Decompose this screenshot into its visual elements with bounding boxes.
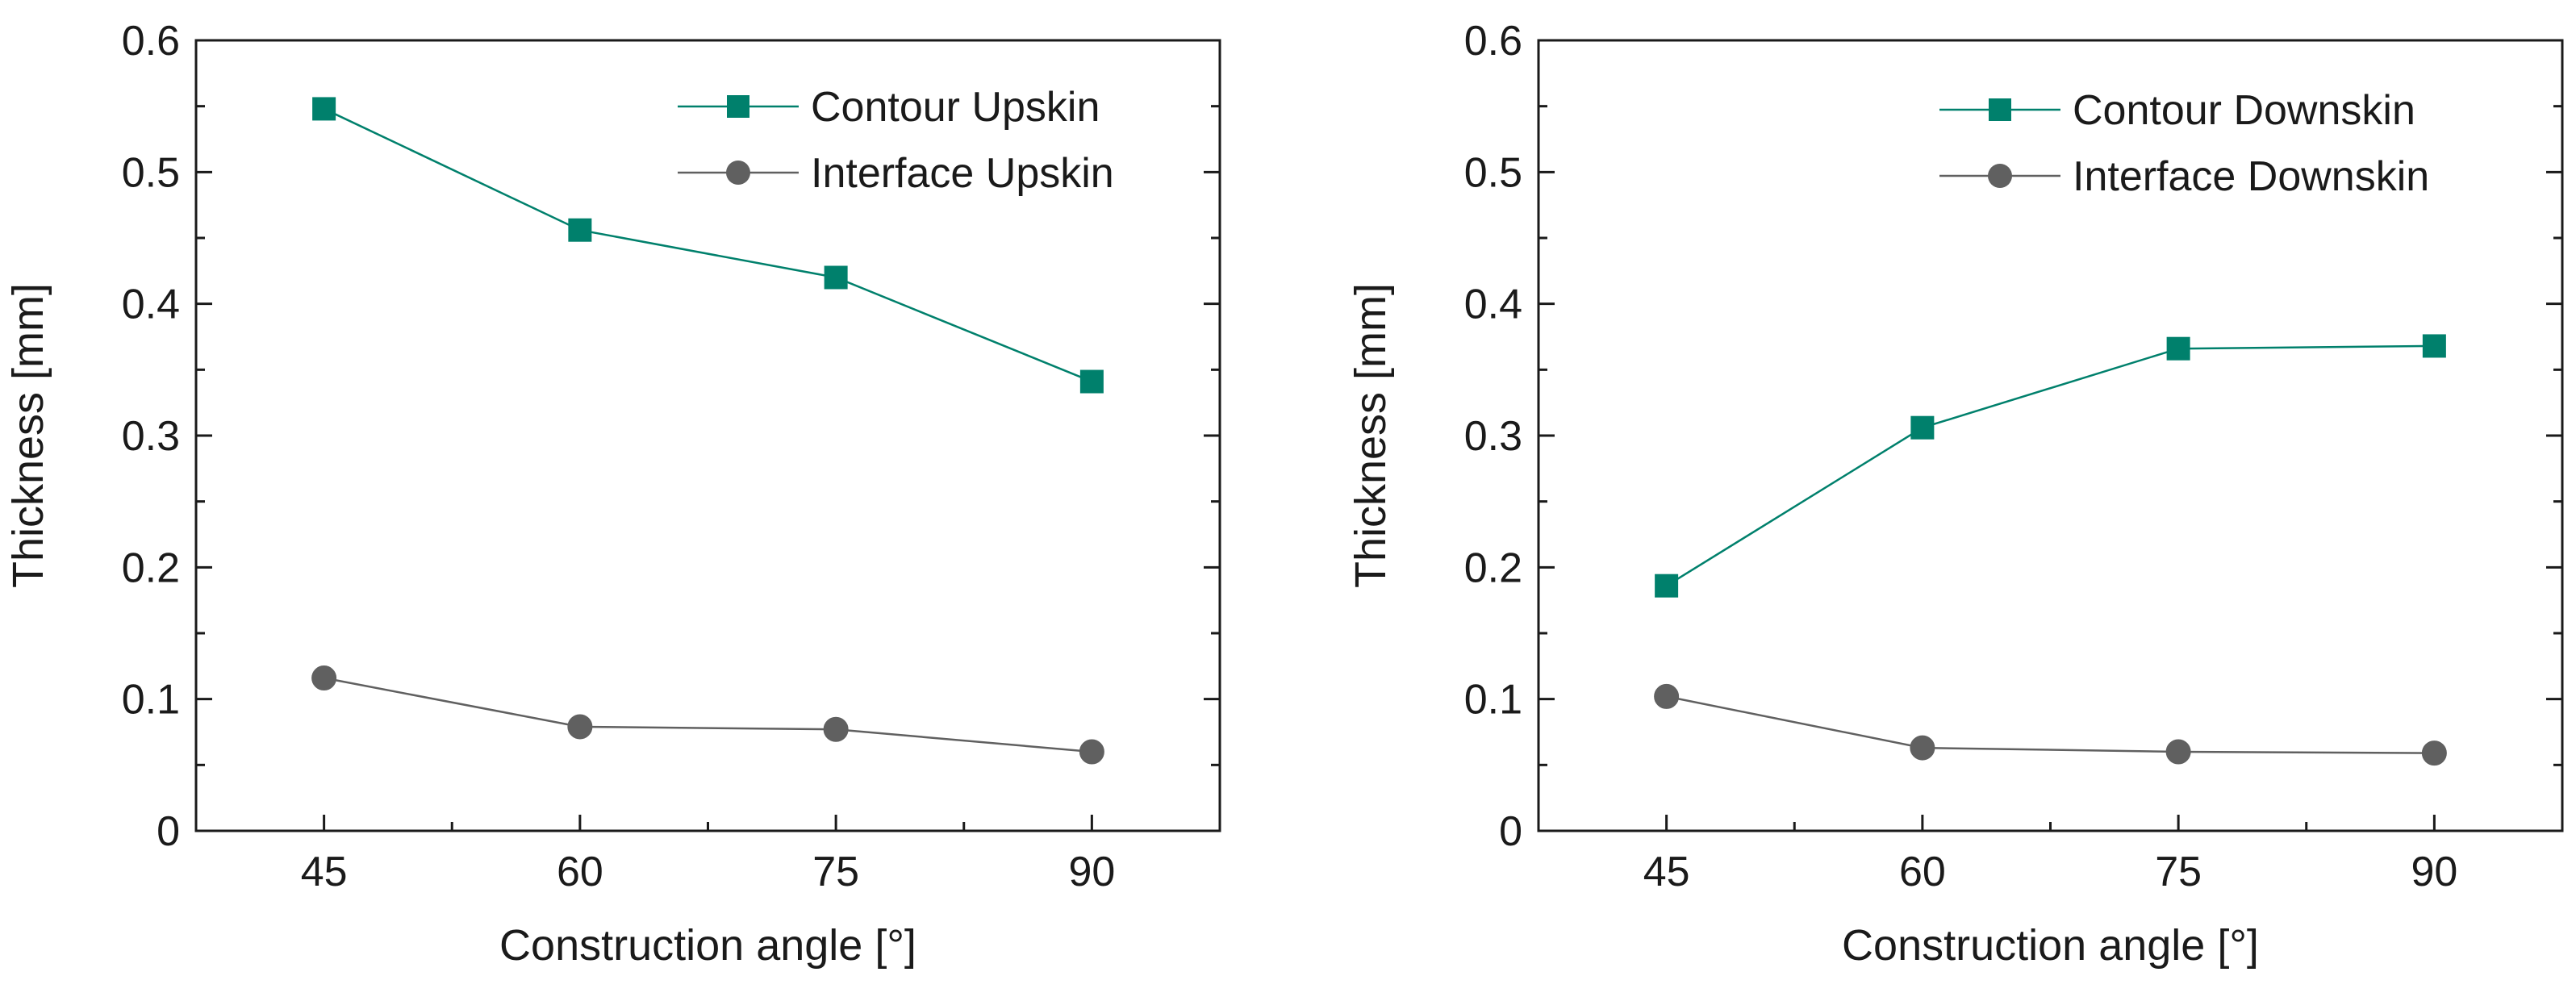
legend-marker-circle bbox=[1988, 164, 2012, 188]
legend-label: Contour Upskin bbox=[811, 84, 1100, 131]
data-point-square bbox=[824, 265, 848, 290]
y-tick-label: 0.3 bbox=[1464, 413, 1522, 460]
series-line-interface-downskin bbox=[1666, 695, 2435, 754]
data-point-square bbox=[2422, 334, 2446, 358]
legend-label: Interface Downskin bbox=[2073, 153, 2429, 200]
x-tick-label: 90 bbox=[2411, 849, 2457, 895]
data-point-circle bbox=[2421, 740, 2447, 766]
x-tick-label: 75 bbox=[812, 849, 859, 895]
y-tick-label: 0.5 bbox=[122, 149, 180, 196]
legend-marker-square bbox=[1989, 98, 2011, 121]
x-tick-label: 60 bbox=[1899, 849, 1946, 895]
y-tick-label: 0.4 bbox=[122, 282, 180, 328]
y-axis-title: Thickness [mm] bbox=[1346, 283, 1395, 588]
legend-entry-contour: Contour Upskin bbox=[678, 84, 1100, 131]
data-point-circle bbox=[823, 716, 849, 742]
legend: Contour Downskin Interface Downskin bbox=[1939, 87, 2429, 200]
x-tick-label: 45 bbox=[301, 849, 348, 895]
x-tick-label: 90 bbox=[1068, 849, 1115, 895]
data-point-circle bbox=[2165, 739, 2191, 765]
data-point-circle bbox=[1079, 739, 1104, 765]
x-axis-title: Construction angle [°] bbox=[1842, 921, 2259, 970]
y-axis-title: Thickness [mm] bbox=[4, 283, 52, 588]
series-line-interface-upskin bbox=[324, 677, 1092, 753]
chart-panel-upskin: 0 0.1 0.2 0.3 0.4 0.5 0.6 45 60 75 90 Construction… bbox=[4, 18, 1221, 970]
data-point-square bbox=[568, 218, 592, 242]
legend-entry-interface: Interface Downskin bbox=[1939, 153, 2429, 200]
y-tick-label: 0.6 bbox=[122, 18, 180, 65]
axes: 0 0.1 0.2 0.3 0.4 0.5 0.6 45 60 75 90 bbox=[122, 18, 1221, 895]
y-tick-label: 0.1 bbox=[122, 677, 180, 724]
x-tick-label: 45 bbox=[1643, 849, 1690, 895]
legend-label: Interface Upskin bbox=[811, 150, 1114, 197]
series-line-contour-upskin bbox=[324, 107, 1092, 383]
chart-panel-downskin: 0 0.1 0.2 0.3 0.4 0.5 0.6 45 60 75 90 Construction… bbox=[1346, 18, 2564, 970]
legend-marker-square bbox=[727, 95, 749, 118]
data-point-circle bbox=[567, 714, 593, 740]
x-axis-title: Construction angle [°] bbox=[499, 921, 916, 970]
series-layer bbox=[1654, 334, 2447, 766]
x-tick-label: 75 bbox=[2155, 849, 2202, 895]
data-point-circle bbox=[1654, 683, 1680, 709]
data-point-square bbox=[1655, 574, 1679, 598]
data-point-square bbox=[2166, 336, 2190, 361]
data-point-square bbox=[312, 97, 336, 121]
legend-entry-interface: Interface Upskin bbox=[678, 150, 1114, 197]
data-point-circle bbox=[1910, 735, 1935, 761]
y-tick-label: 0.3 bbox=[122, 413, 180, 460]
y-tick-label: 0.4 bbox=[1464, 282, 1522, 328]
y-tick-label: 0.2 bbox=[122, 544, 180, 591]
data-point-square bbox=[1910, 415, 1935, 440]
legend-label: Contour Downskin bbox=[2073, 87, 2415, 134]
y-tick-label: 0.1 bbox=[1464, 677, 1522, 724]
y-tick-label: 0 bbox=[1499, 808, 1522, 855]
legend-marker-circle bbox=[726, 161, 750, 185]
series-layer bbox=[311, 97, 1104, 765]
legend: Contour Upskin Interface Upskin bbox=[678, 84, 1114, 197]
data-point-circle bbox=[311, 665, 337, 691]
data-point-square bbox=[1079, 369, 1104, 394]
y-tick-label: 0.6 bbox=[1464, 18, 1522, 65]
series-line-contour-downskin bbox=[1665, 344, 2435, 587]
y-tick-label: 0.5 bbox=[1464, 149, 1522, 196]
axes: 0 0.1 0.2 0.3 0.4 0.5 0.6 45 60 75 90 bbox=[1464, 18, 2564, 895]
y-tick-label: 0.2 bbox=[1464, 544, 1522, 591]
legend-entry-contour: Contour Downskin bbox=[1939, 87, 2415, 134]
x-tick-label: 60 bbox=[557, 849, 603, 895]
y-tick-label: 0 bbox=[157, 808, 180, 855]
